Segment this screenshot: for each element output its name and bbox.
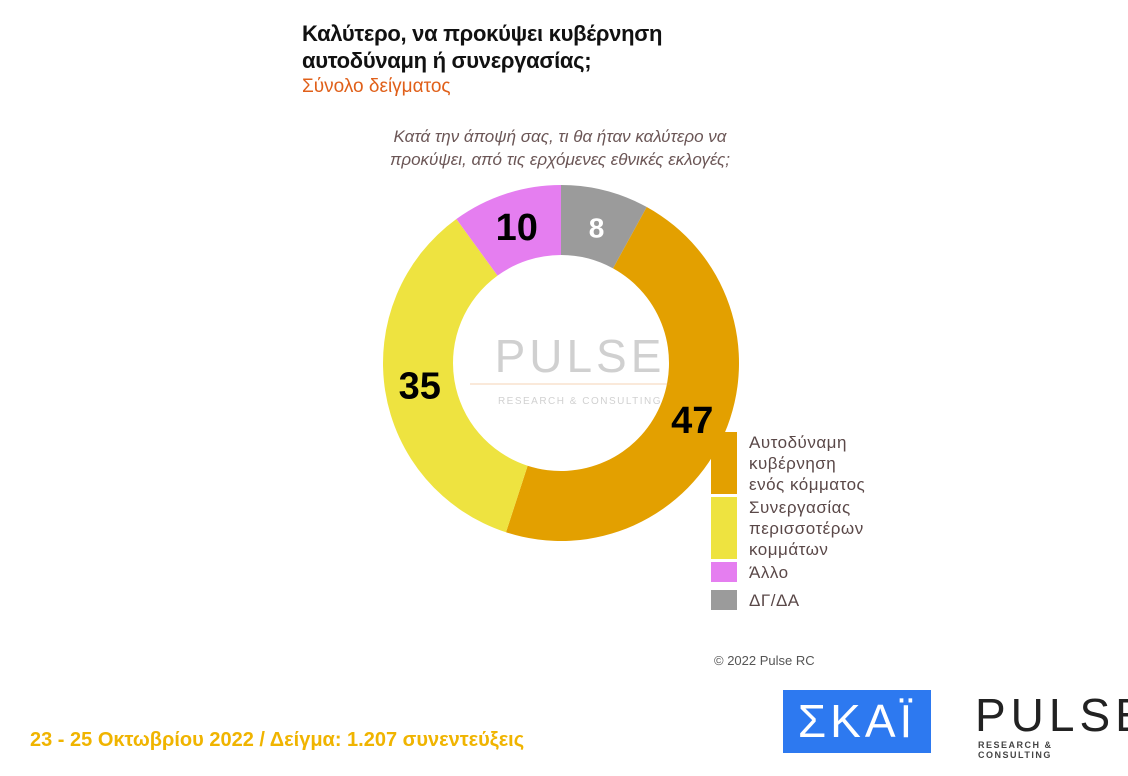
legend-swatch bbox=[711, 497, 737, 559]
title-line-1: Καλύτερο, να προκύψει κυβέρνηση bbox=[302, 21, 663, 46]
data-label: 8 bbox=[589, 212, 605, 243]
data-label: 35 bbox=[399, 365, 441, 407]
donut-slice bbox=[456, 185, 561, 276]
data-label: 10 bbox=[496, 207, 538, 249]
watermark-subtext: RESEARCH & CONSULTING bbox=[498, 396, 662, 407]
data-label: 47 bbox=[671, 400, 713, 442]
legend-label: Άλλο bbox=[749, 562, 789, 583]
legend-label-line: περισσοτέρων bbox=[749, 519, 864, 538]
copyright: © 2022 Pulse RC bbox=[714, 653, 815, 668]
legend-item: Συνεργασίας περισσοτέρων κομμάτων bbox=[711, 497, 864, 560]
pulse-logo: PULSE bbox=[975, 689, 1128, 741]
legend-swatch bbox=[711, 432, 737, 494]
donut-slice bbox=[505, 207, 740, 542]
legend-label-line: Αυτοδύναμη bbox=[749, 433, 847, 452]
legend-swatch bbox=[711, 562, 737, 582]
donut-slice bbox=[561, 185, 647, 269]
legend-label-line: κυβέρνηση bbox=[749, 454, 837, 473]
watermark: PULSE RESEARCH & CONSULTING bbox=[470, 330, 670, 407]
legend-label-line: κομμάτων bbox=[749, 540, 829, 559]
legend-label-line: ενός κόμματος bbox=[749, 475, 866, 494]
legend-item: ΔΓ/ΔΑ bbox=[711, 590, 800, 611]
question-line-1: Κατά την άποψή σας, τι θα ήταν καλύτερο … bbox=[393, 127, 727, 146]
chart-title: Καλύτερο, να προκύψει κυβέρνηση αυτοδύνα… bbox=[302, 20, 662, 74]
chart-subtitle: Σύνολο δείγματος bbox=[302, 76, 451, 97]
legend-label: ΔΓ/ΔΑ bbox=[749, 590, 800, 611]
skai-logo: ΣΚΑΪ bbox=[783, 690, 931, 753]
legend-label-line: Συνεργασίας bbox=[749, 498, 851, 517]
question-text: Κατά την άποψή σας, τι θα ήταν καλύτερο … bbox=[360, 125, 760, 171]
legend-label-line: ΔΓ/ΔΑ bbox=[749, 591, 800, 610]
legend-label: Αυτοδύναμη κυβέρνηση ενός κόμματος bbox=[749, 432, 865, 495]
watermark-text: PULSE bbox=[495, 330, 666, 382]
legend-swatch bbox=[711, 590, 737, 610]
donut-slice bbox=[383, 218, 528, 533]
footer-date-sample: 23 - 25 Οκτωβρίου 2022 / Δείγμα: 1.207 σ… bbox=[30, 729, 525, 751]
title-line-2: αυτοδύναμη ή συνεργασίας; bbox=[302, 48, 592, 73]
question-line-2: προκύψει, από τις ερχόμενες εθνικές εκλο… bbox=[389, 150, 731, 169]
legend-item: Αυτοδύναμη κυβέρνηση ενός κόμματος bbox=[711, 432, 865, 495]
legend-item: Άλλο bbox=[711, 562, 789, 583]
legend-label: Συνεργασίας περισσοτέρων κομμάτων bbox=[749, 497, 864, 560]
pulse-logo-subtitle: RESEARCH & CONSULTING bbox=[978, 740, 1053, 760]
legend-label-line: Άλλο bbox=[749, 563, 789, 582]
